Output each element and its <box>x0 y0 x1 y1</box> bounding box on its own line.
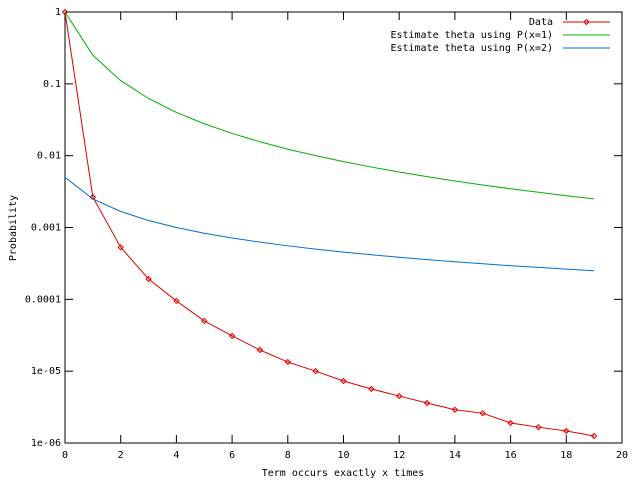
x-tick-label: 6 <box>229 450 235 461</box>
data-point <box>395 392 403 400</box>
legend-label: Estimate theta using P(x=2) <box>390 43 553 54</box>
data-point <box>590 432 598 440</box>
plot-border <box>64 11 623 444</box>
data-point <box>256 346 264 354</box>
data-point <box>173 297 180 305</box>
data-point <box>117 244 124 251</box>
y-tick-label: 1e-05 <box>31 366 61 377</box>
data-point <box>451 406 459 413</box>
data-point <box>563 427 570 435</box>
x-tick-label: 14 <box>449 450 461 461</box>
data-point <box>228 332 236 340</box>
x-tick-label: 8 <box>285 450 291 461</box>
y-axis-label: Probability <box>8 195 19 261</box>
data-point <box>340 377 347 385</box>
data-point <box>368 385 375 393</box>
x-tick-label: 12 <box>393 450 405 461</box>
y-tick-label: 1 <box>55 7 61 18</box>
data-point <box>507 419 514 427</box>
data-point <box>61 8 69 16</box>
y-tick-label: 0.1 <box>43 79 61 90</box>
data-point <box>201 317 208 325</box>
x-tick-label: 10 <box>337 450 349 461</box>
y-tick-label: 0.001 <box>31 223 61 234</box>
data-point <box>312 367 319 375</box>
series-line <box>64 176 595 272</box>
x-tick-label: 2 <box>118 450 124 461</box>
data-point <box>284 358 292 366</box>
y-tick-label: 0.01 <box>37 151 61 162</box>
x-axis-label: Term occurs exactly x times <box>262 468 425 479</box>
legend-point <box>583 18 590 26</box>
data-point <box>145 275 152 283</box>
series-line <box>64 11 595 200</box>
data-point <box>535 423 542 431</box>
x-tick-label: 20 <box>616 450 628 461</box>
x-tick-label: 0 <box>62 450 68 461</box>
data-point <box>479 409 486 417</box>
x-tick-label: 18 <box>560 450 572 461</box>
series-line <box>64 11 595 437</box>
x-tick-label: 4 <box>173 450 179 461</box>
data-point <box>423 399 431 407</box>
legend-label: Data <box>529 17 553 28</box>
y-tick-label: 0.0001 <box>25 294 61 305</box>
legend-label: Estimate theta using P(x=1) <box>390 30 553 41</box>
x-tick-label: 16 <box>505 450 517 461</box>
y-tick-label: 1e-06 <box>31 438 61 449</box>
